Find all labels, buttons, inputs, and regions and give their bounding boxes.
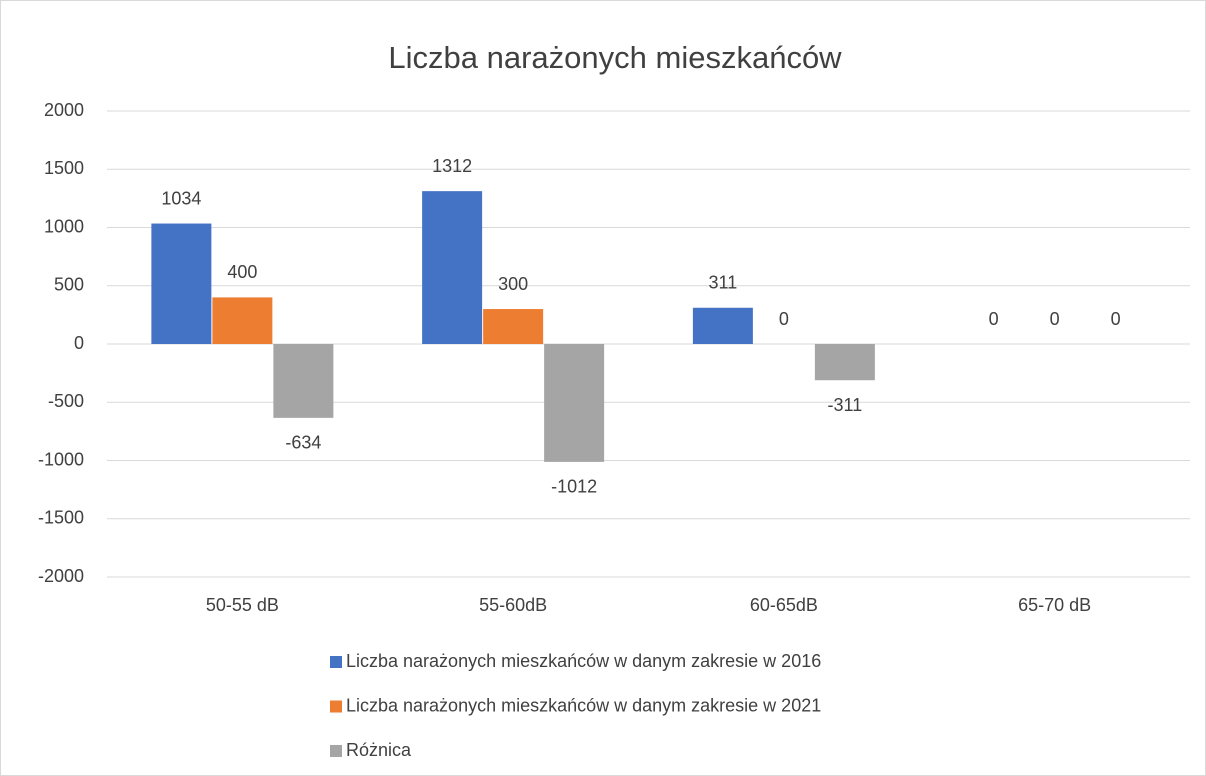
x-tick-label: 60-65dB (750, 595, 818, 615)
legend-label: Różnica (346, 740, 412, 760)
data-label: 0 (1111, 309, 1121, 329)
y-tick-label: 0 (74, 333, 84, 353)
bar (483, 309, 544, 344)
data-label: 1312 (432, 156, 472, 176)
legend-label: Liczba narażonych mieszkańców w danym za… (346, 695, 821, 715)
bar (151, 223, 212, 344)
x-tick-label: 65-70 dB (1018, 595, 1091, 615)
data-label: 311 (709, 273, 738, 293)
y-tick-label: -500 (48, 391, 84, 411)
bar (692, 307, 753, 344)
legend-swatch (330, 656, 342, 668)
y-tick-label: -1000 (38, 449, 84, 469)
data-label: -634 (285, 433, 321, 453)
data-label: 300 (498, 274, 528, 294)
data-label: -311 (828, 395, 863, 415)
bar (212, 297, 273, 344)
legend-swatch (330, 700, 342, 713)
data-label: -1012 (551, 477, 597, 497)
data-label: 1034 (161, 188, 201, 208)
data-label: 400 (227, 262, 257, 282)
data-label: 0 (1050, 309, 1060, 329)
y-tick-label: 500 (54, 275, 84, 295)
y-tick-label: 2000 (44, 100, 84, 120)
data-label: 0 (989, 309, 999, 329)
bar (544, 344, 605, 462)
y-tick-label: -2000 (38, 566, 84, 586)
legend-swatch (330, 745, 342, 757)
chart-title: Liczba narażonych mieszkańców (388, 40, 842, 75)
y-tick-label: 1500 (44, 158, 84, 178)
data-label: 0 (779, 309, 789, 329)
x-tick-label: 50-55 dB (206, 595, 279, 615)
bar (273, 344, 334, 418)
legend-label: Liczba narażonych mieszkańców w danym za… (346, 651, 821, 671)
y-tick-label: 1000 (44, 216, 84, 236)
bar (814, 344, 875, 381)
y-tick-label: -1500 (38, 508, 84, 528)
bar (422, 191, 483, 344)
x-tick-label: 55-60dB (479, 595, 547, 615)
